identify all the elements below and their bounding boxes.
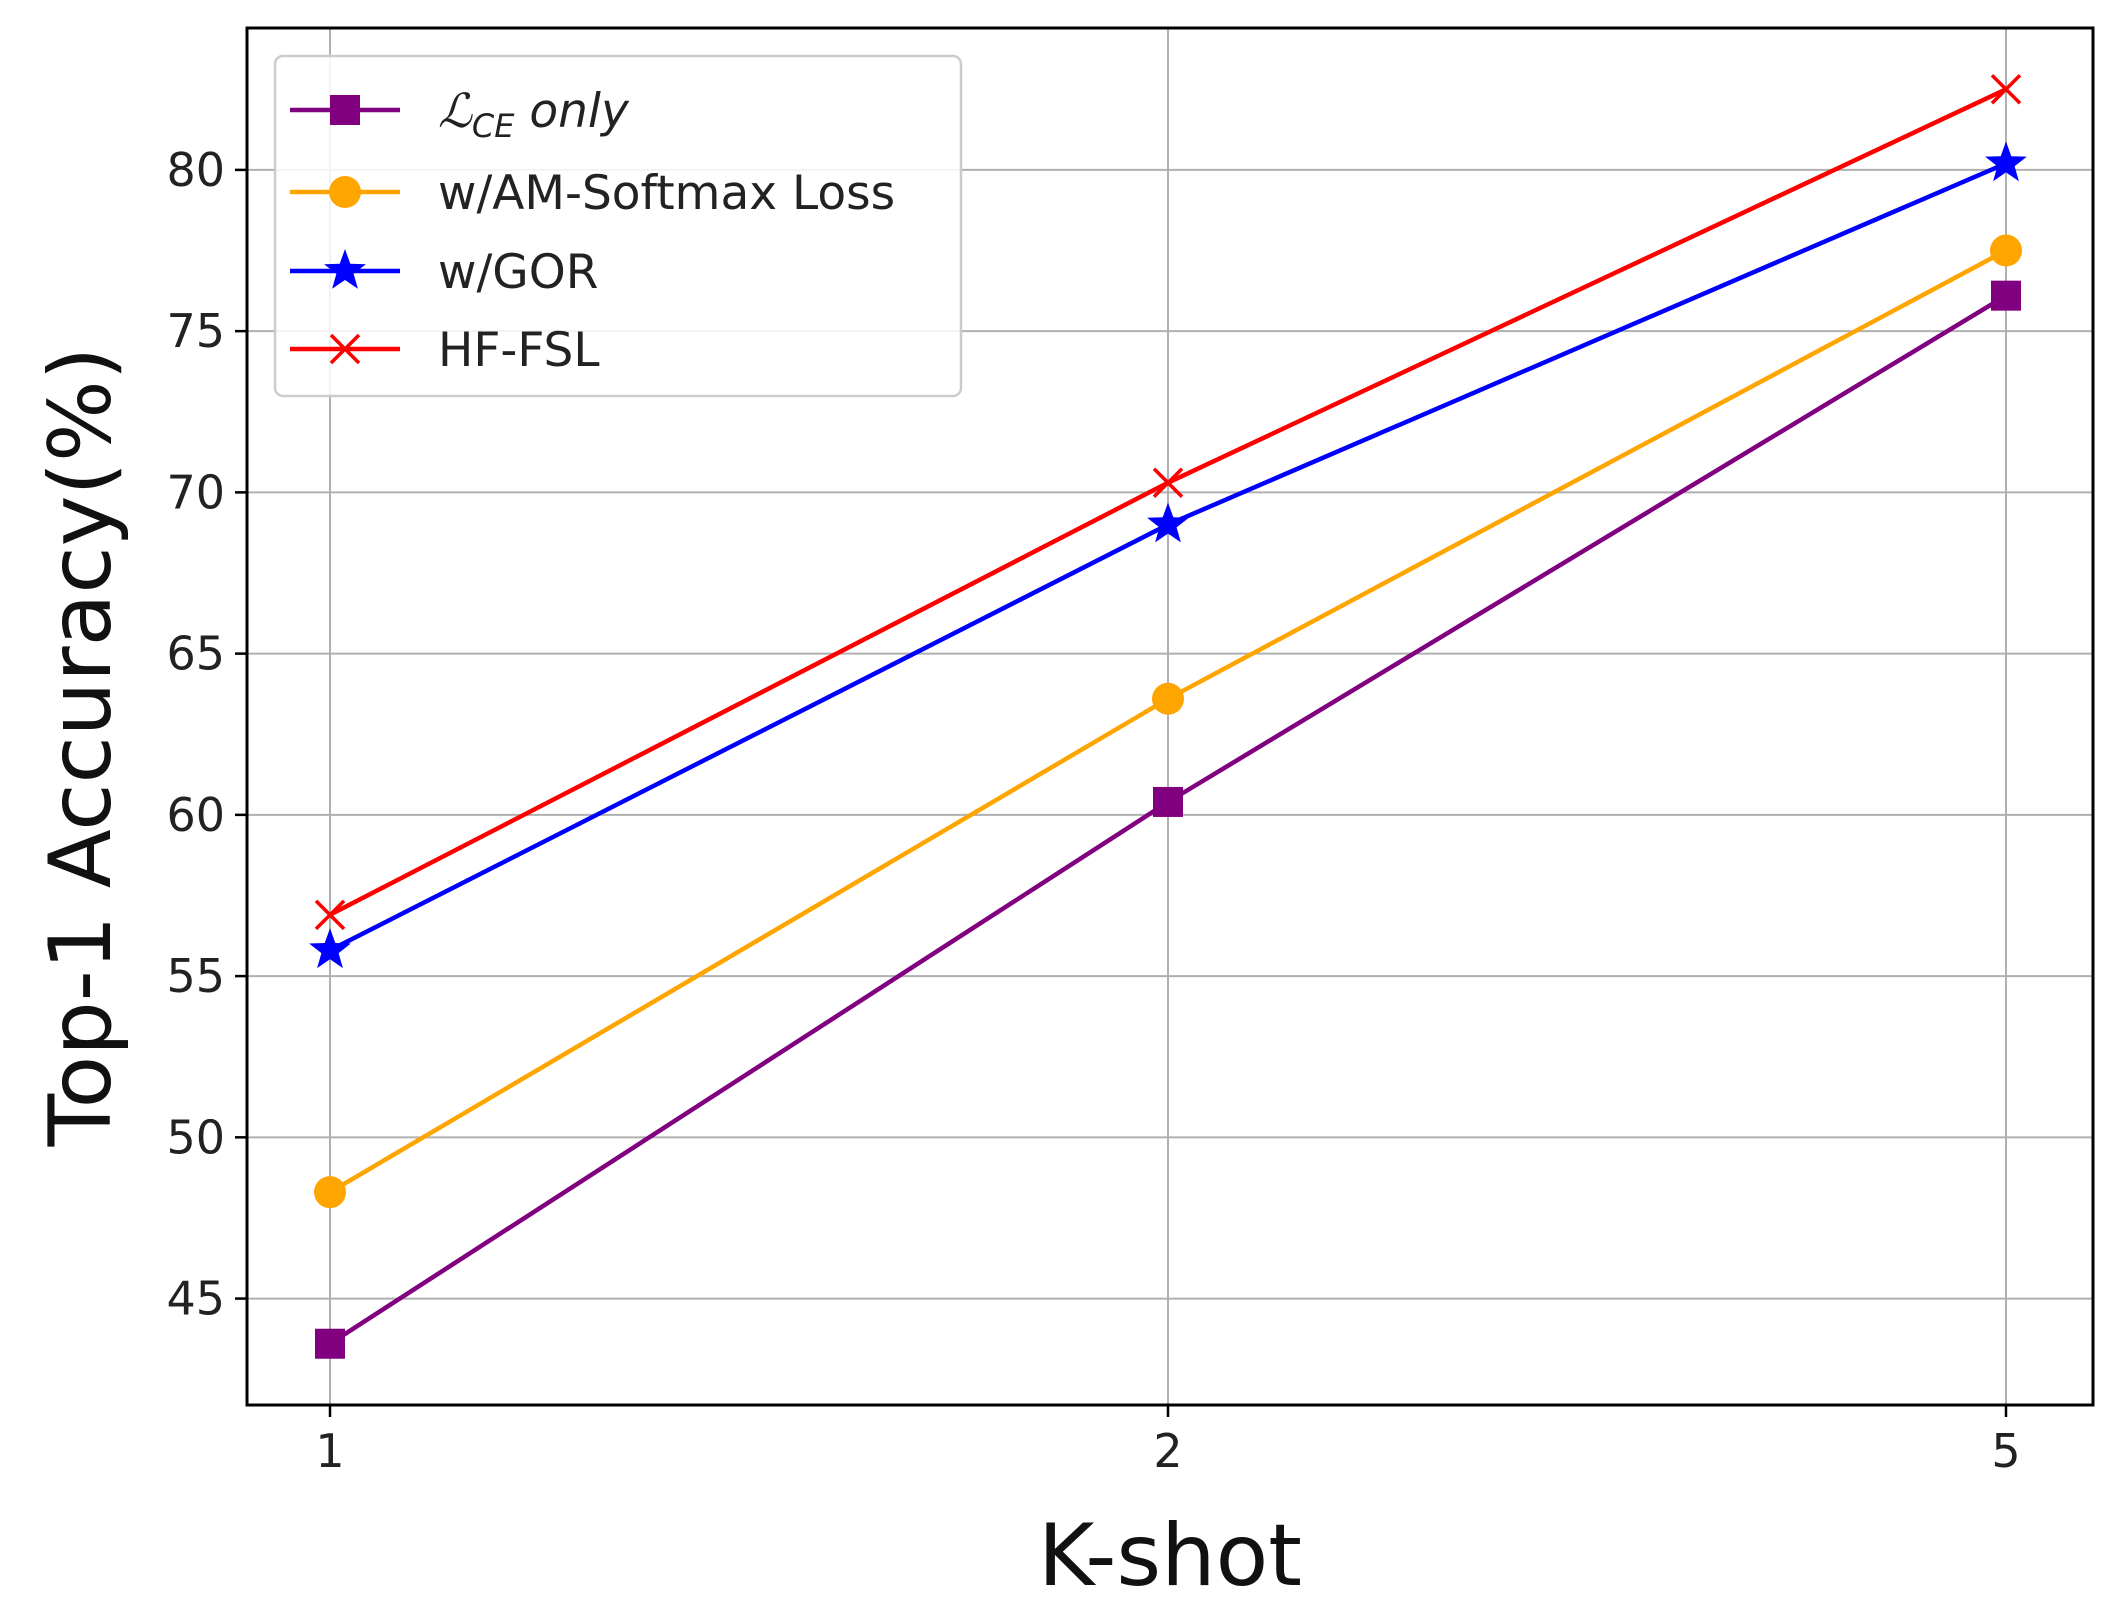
legend-label-rest: only <box>514 84 630 139</box>
y-tick-label: 60 <box>166 788 225 842</box>
y-tick-label: 50 <box>166 1110 225 1164</box>
data-point-x <box>1152 467 1184 498</box>
data-point-star <box>1147 502 1189 543</box>
y-tick-label: 45 <box>166 1272 225 1326</box>
data-point-star <box>1985 141 2027 182</box>
legend-label: w/AM-Softmax Loss <box>438 166 895 221</box>
legend-label: w/GOR <box>438 245 598 300</box>
data-point-circle <box>314 1176 346 1209</box>
y-tick-label: 70 <box>166 465 225 519</box>
legend: ℒCE only w/AM-Softmax Loss w/GOR HF-FSL <box>273 54 963 398</box>
legend-label: HF-FSL <box>438 323 600 378</box>
x-tick-label: 1 <box>315 1424 344 1478</box>
data-point-x <box>314 899 346 931</box>
y-axis-title: Top-1 Accuracy(%) <box>31 347 131 1148</box>
y-tick-label: 65 <box>166 627 225 681</box>
data-point-square <box>315 1328 345 1359</box>
data-point-circle <box>1990 234 2022 267</box>
series-markers-layer <box>309 74 2027 1359</box>
data-point-star <box>309 928 351 969</box>
legend-label: ℒCE only <box>438 84 630 145</box>
legend-label-subscript: CE <box>472 107 515 145</box>
legend-label-main: ℒ <box>438 84 473 139</box>
y-tick-label: 80 <box>166 143 225 197</box>
data-point-square <box>1991 280 2021 311</box>
plot-frame <box>245 26 2095 1407</box>
legend-marker-square <box>330 95 360 125</box>
legend-marker-x <box>329 333 361 365</box>
x-tick-label: 5 <box>1991 1424 2020 1478</box>
y-tick-label: 75 <box>166 304 225 358</box>
legend-box <box>273 54 963 398</box>
legend-marker-star <box>324 249 366 289</box>
x-axis-title: K-shot <box>1038 1506 1302 1602</box>
data-point-square <box>1153 786 1183 817</box>
data-point-x <box>1990 74 2022 105</box>
x-tick-label: 2 <box>1153 1424 1182 1478</box>
ticks-layer: 45 50 55 60 65 70 75 80 1 2 5 <box>166 143 2020 1478</box>
y-tick-label: 55 <box>166 949 225 1003</box>
legend-marker-circle <box>329 176 361 208</box>
data-point-circle <box>1152 682 1184 715</box>
